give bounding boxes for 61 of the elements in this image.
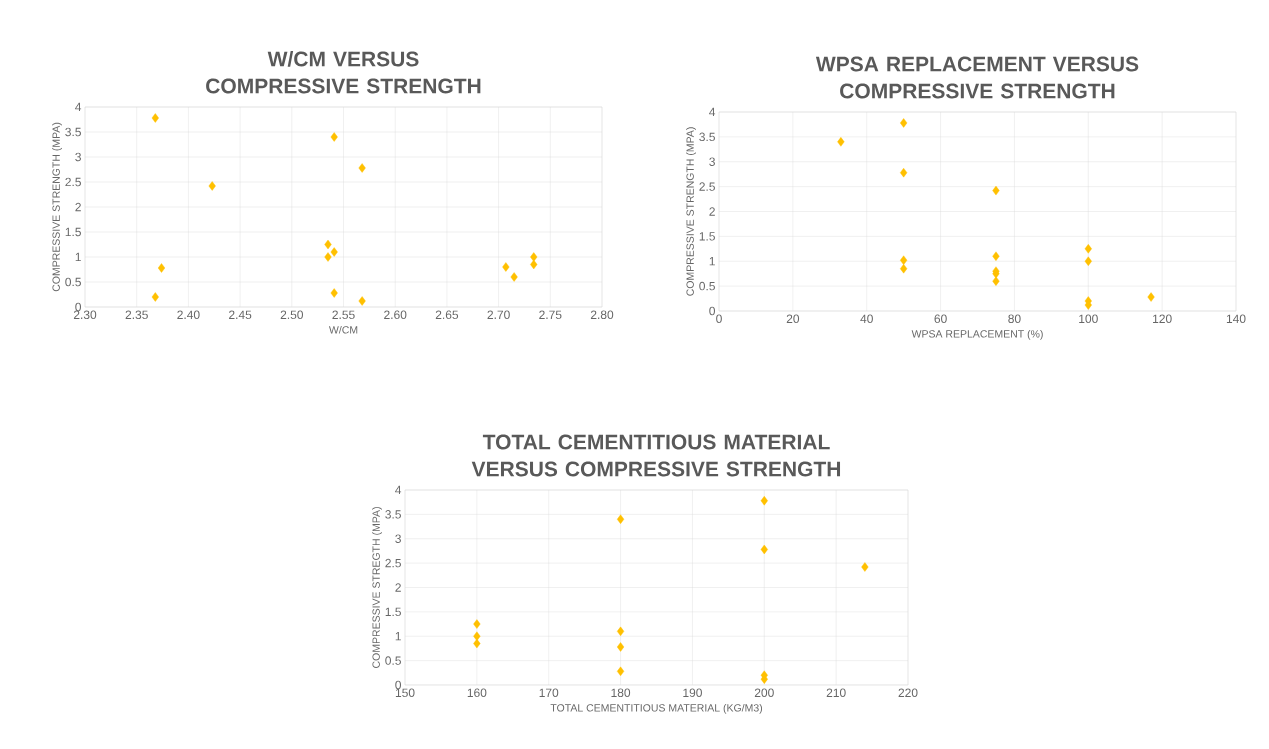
- x-tick-label: 2.40: [177, 310, 200, 320]
- y-tick-label: 3.5: [699, 132, 715, 142]
- chart-title: W/CM VERSUS COMPRESSIVE STRENGTH: [206, 51, 481, 94]
- y-tick-label: 0.5: [699, 281, 715, 291]
- x-axis-title: WPSA REPLACEMENT (%): [911, 329, 1043, 340]
- x-axis-title: W/CM: [328, 325, 358, 334]
- x-tick-label: 2.55: [332, 310, 355, 320]
- x-tick-label: 190: [683, 688, 702, 698]
- y-axis-title: COMPRESSIVE STRENGTH (MPA): [52, 122, 62, 292]
- y-tick-label: 3: [75, 152, 81, 162]
- x-tick-label: 180: [611, 688, 631, 698]
- y-tick-label: 4: [709, 107, 716, 117]
- x-tick-label: 170: [539, 688, 559, 698]
- y-axis-title: COMPRESSIVE STREGTH (MPA): [372, 507, 382, 668]
- y-tick-label: 2: [75, 202, 81, 212]
- x-tick-label: 100: [1079, 314, 1098, 324]
- x-tick-label: 2.75: [539, 310, 562, 320]
- x-tick-label: 40: [860, 314, 873, 324]
- x-tick-label: 2.35: [125, 310, 148, 320]
- x-tick-label: 60: [934, 314, 947, 324]
- x-tick-label: 2.80: [590, 310, 614, 320]
- x-tick-label: 2.45: [229, 310, 252, 320]
- x-tick-label: 200: [754, 688, 774, 698]
- y-tick-label: 4: [75, 102, 82, 112]
- y-tick-label: 4: [395, 485, 402, 495]
- y-tick-label: 3: [709, 157, 715, 166]
- x-tick-label: 80: [1008, 314, 1021, 324]
- y-tick-label: 2.5: [699, 182, 715, 191]
- y-tick-label: 1: [75, 252, 81, 262]
- x-tick-label: 2.60: [384, 310, 407, 320]
- y-axis-title: COMPRESSIVE STRENGTH (MPA): [686, 127, 696, 296]
- y-tick-label: 3: [395, 534, 401, 543]
- y-tick-label: 0.5: [385, 656, 401, 665]
- chart-title: TOTAL CEMENTITIOUS MATERIAL VERSUS COMPRESSIVE STRENGTH: [471, 434, 841, 477]
- x-tick-label: 2.65: [435, 310, 459, 320]
- y-tick-label: 0: [395, 680, 402, 690]
- x-axis-title: TOTAL CEMENTITIOUS MATERIAL (KG/M3): [550, 703, 763, 714]
- y-tick-label: 2: [395, 583, 401, 592]
- y-tick-label: 1.5: [385, 607, 401, 617]
- y-tick-label: 0.5: [65, 277, 81, 287]
- y-tick-label: 1: [709, 257, 715, 266]
- y-tick-label: 2.5: [65, 177, 81, 187]
- y-tick-label: 2: [709, 207, 715, 216]
- x-tick-label: 2.50: [280, 310, 304, 320]
- x-tick-label: 210: [826, 688, 846, 698]
- y-tick-label: 0: [75, 302, 82, 312]
- x-tick-label: 20: [786, 314, 800, 324]
- y-tick-label: 3.5: [385, 510, 401, 519]
- x-tick-label: 2.30: [73, 310, 97, 320]
- x-tick-label: 140: [1226, 314, 1246, 324]
- x-tick-label: 220: [898, 688, 918, 698]
- x-tick-label: 2.70: [487, 310, 510, 320]
- y-tick-label: 1: [395, 632, 401, 641]
- x-tick-label: 160: [467, 688, 487, 698]
- y-tick-label: 2.5: [385, 558, 401, 568]
- x-tick-label: 120: [1153, 314, 1172, 324]
- x-tick-label: 150: [395, 688, 415, 698]
- y-tick-label: 1.5: [699, 232, 715, 241]
- chart-title: WPSA REPLACEMENT VERSUS COMPRESSIVE STRENGTH: [815, 56, 1139, 99]
- y-tick-label: 3.5: [65, 127, 81, 137]
- y-tick-label: 1.5: [65, 227, 81, 237]
